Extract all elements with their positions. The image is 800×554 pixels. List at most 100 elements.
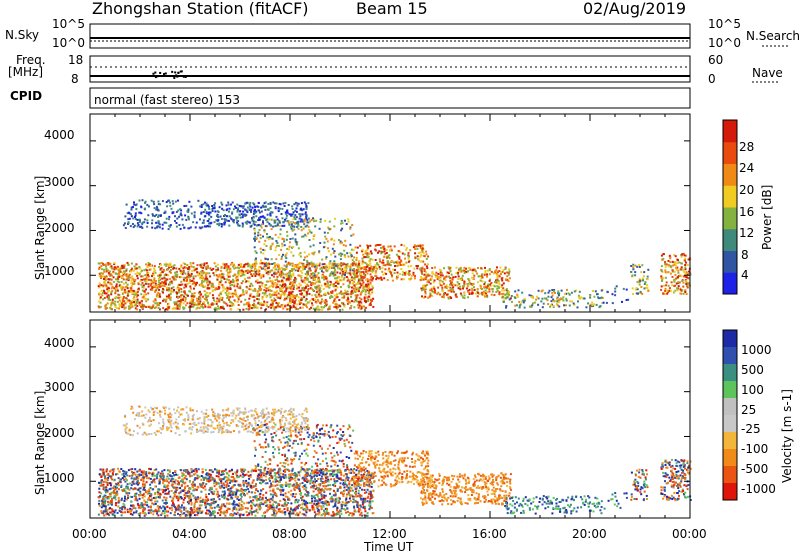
- power-cell: [638, 280, 641, 283]
- power-cell: [255, 215, 258, 218]
- power-cell: [301, 289, 304, 292]
- power-cell: [150, 199, 153, 202]
- power-cell: [589, 296, 592, 299]
- power-cell: [483, 273, 486, 276]
- power-cell: [335, 307, 338, 310]
- power-cell: [338, 276, 341, 279]
- power-cell: [103, 270, 106, 273]
- power-cell: [362, 253, 365, 256]
- power-cell: [302, 220, 304, 223]
- power-cell: [158, 284, 161, 287]
- power-cell: [245, 222, 248, 225]
- power-cell: [308, 239, 311, 241]
- power-cell: [134, 214, 137, 217]
- power-cell: [255, 259, 258, 262]
- power-cell: [278, 302, 280, 304]
- nave-dip-mark: [156, 75, 159, 78]
- power-cell: [359, 273, 362, 276]
- power-cell: [269, 248, 272, 251]
- power-cell: [450, 273, 453, 276]
- velocity-cell: [285, 481, 288, 484]
- power-cell: [365, 289, 368, 292]
- power-cell: [121, 298, 124, 301]
- power-cell: [361, 257, 364, 260]
- power-cell: [158, 265, 160, 268]
- power-cell: [266, 294, 269, 297]
- power-cell: [134, 267, 137, 270]
- power-cell: [311, 252, 314, 255]
- power-cell: [496, 289, 499, 292]
- power-cell: [297, 265, 300, 268]
- power-cell: [551, 294, 554, 297]
- power-cell: [105, 265, 107, 268]
- power-cell: [216, 297, 219, 300]
- power-cell: [684, 275, 687, 278]
- power-cell: [110, 304, 113, 306]
- velocity-cell: [224, 468, 227, 471]
- power-cell: [289, 300, 292, 303]
- power-cell: [353, 277, 356, 280]
- power-cell: [669, 261, 672, 264]
- power-cell: [168, 294, 171, 297]
- power-cell: [469, 267, 471, 270]
- power-cell: [311, 283, 314, 286]
- power-cell: [366, 286, 369, 289]
- power-cell: [158, 285, 161, 288]
- velocity-cell: [227, 477, 230, 480]
- power-cell: [223, 223, 226, 226]
- power-cell: [443, 293, 446, 296]
- power-cell: [189, 278, 191, 281]
- power-cell: [324, 235, 327, 238]
- power-cell: [343, 296, 346, 299]
- power-cell: [293, 284, 295, 287]
- power-cell: [375, 244, 378, 246]
- velocity-cell: [329, 492, 331, 495]
- power-cell: [389, 270, 391, 273]
- power-cell: [318, 295, 321, 298]
- power-cell: [230, 303, 233, 306]
- power-cell: [671, 269, 674, 272]
- power-cell: [175, 271, 178, 274]
- power-cell: [155, 221, 158, 224]
- power-cell: [147, 271, 150, 274]
- power-cell: [405, 271, 408, 274]
- power-cell: [206, 277, 209, 280]
- power-cell: [115, 278, 117, 281]
- power-cell: [107, 298, 110, 301]
- velocity-cell: [284, 468, 287, 471]
- power-cell: [676, 289, 679, 292]
- power-cell: [107, 294, 110, 297]
- power-cell: [174, 200, 177, 203]
- velocity-cell: [178, 483, 181, 486]
- power-cell: [370, 266, 373, 269]
- power-cell: [267, 202, 270, 205]
- power-cell: [156, 293, 159, 296]
- power-cell: [261, 297, 264, 300]
- power-cell: [300, 275, 303, 278]
- power-cell: [201, 226, 204, 229]
- power-cell: [276, 224, 279, 227]
- velocity-cell: [153, 481, 156, 484]
- power-cell: [306, 261, 309, 264]
- power-cell: [133, 203, 136, 206]
- power-cell: [109, 307, 112, 310]
- power-cell: [187, 294, 189, 297]
- power-cell: [202, 286, 205, 288]
- velocity-cell: [107, 496, 110, 498]
- power-cell: [293, 300, 296, 303]
- velocity-cell: [340, 479, 343, 481]
- power-cell: [489, 285, 492, 287]
- power-cell: [562, 299, 565, 302]
- power-cell: [221, 296, 224, 299]
- power-cell: [345, 265, 347, 268]
- power-cell: [591, 303, 594, 306]
- power-cell: [230, 302, 233, 304]
- power-cell: [476, 295, 479, 298]
- power-cell: [139, 303, 142, 306]
- power-cell: [151, 286, 154, 289]
- power-cell: [422, 278, 425, 281]
- power-cell: [321, 274, 324, 277]
- power-cell: [294, 306, 297, 309]
- power-cell: [203, 225, 206, 228]
- power-cell: [164, 283, 167, 286]
